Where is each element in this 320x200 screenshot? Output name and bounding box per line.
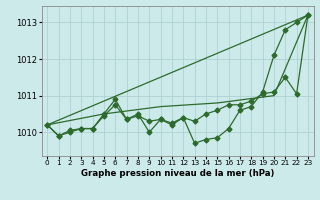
X-axis label: Graphe pression niveau de la mer (hPa): Graphe pression niveau de la mer (hPa) [81, 169, 274, 178]
